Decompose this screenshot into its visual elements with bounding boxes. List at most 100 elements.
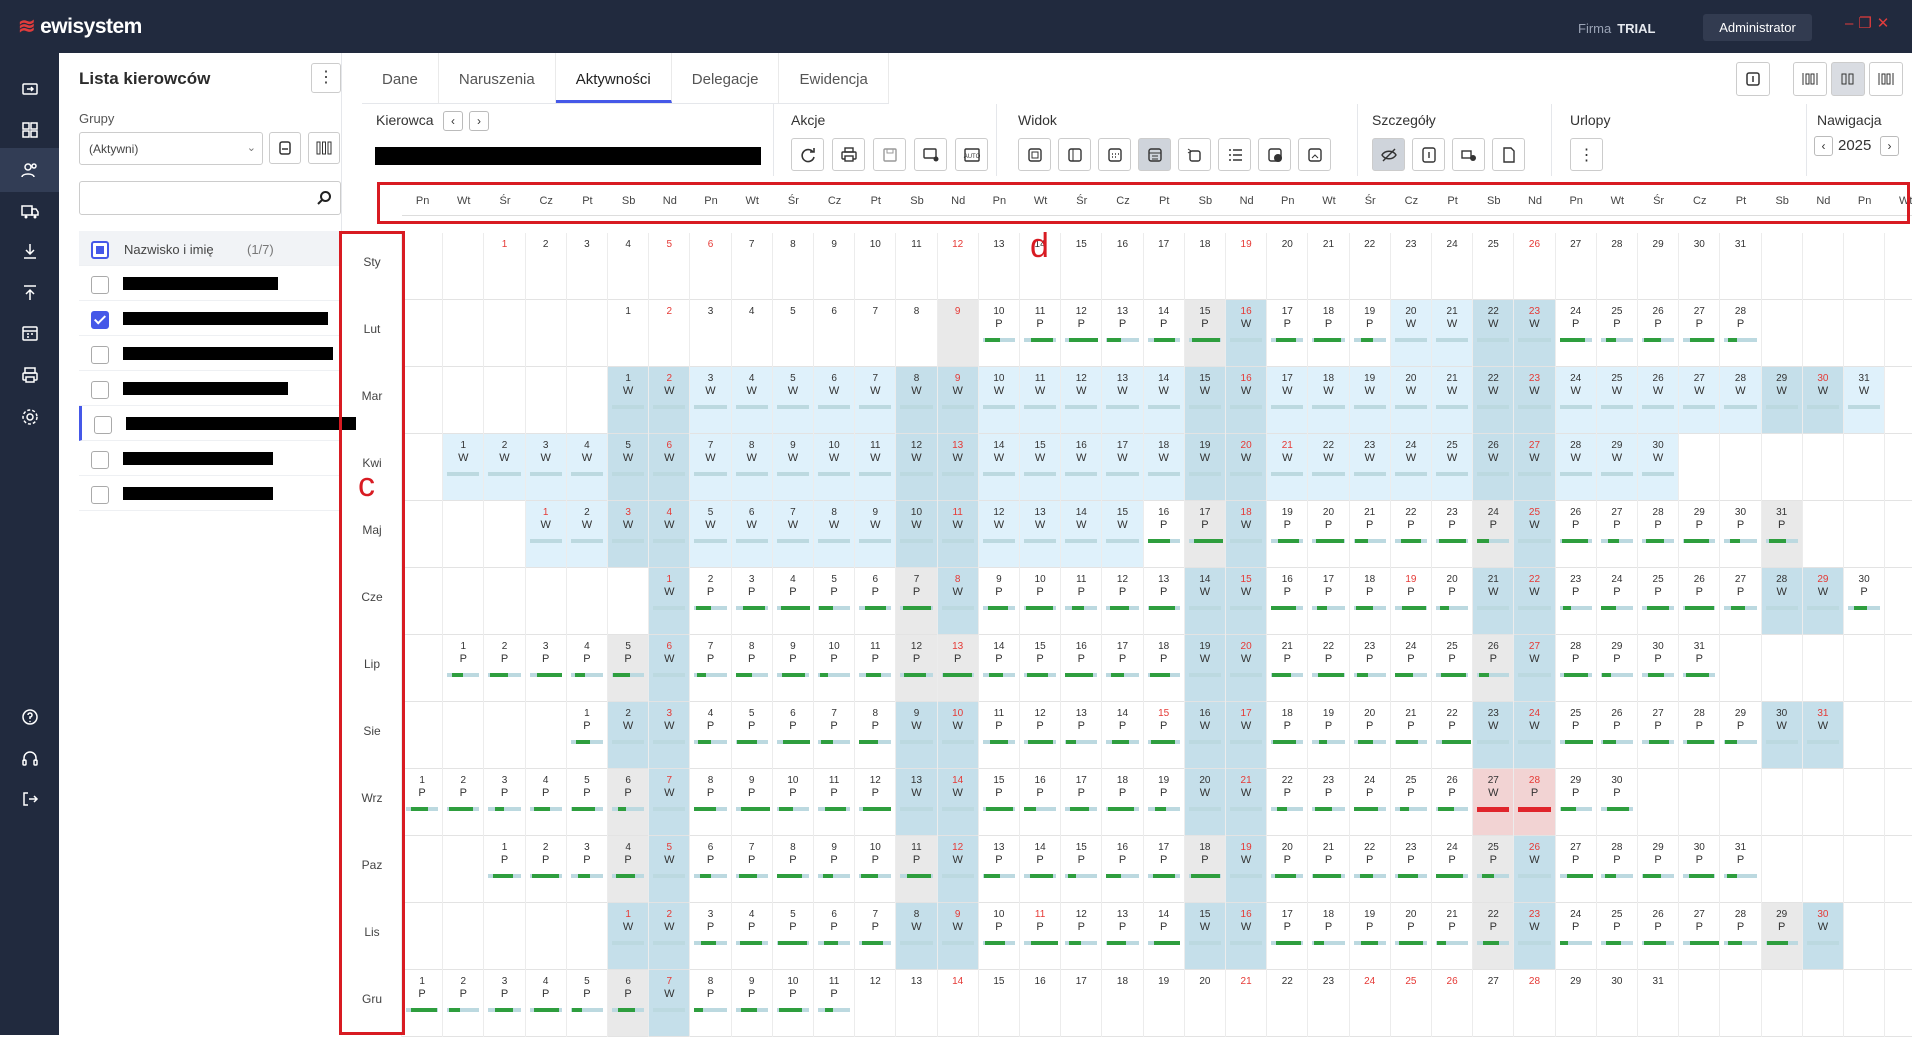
day-cell[interactable]: 27 P [1638, 702, 1679, 768]
day-cell[interactable]: 24 P [1473, 501, 1514, 567]
group-filter-button[interactable] [269, 132, 301, 164]
day-cell[interactable]: 24 W [1514, 702, 1555, 768]
day-cell[interactable]: 22 W [1473, 300, 1514, 366]
day-cell[interactable]: 6 [690, 233, 731, 299]
action-button[interactable] [791, 138, 824, 171]
day-cell[interactable]: 25 P [1555, 702, 1596, 768]
day-cell[interactable]: 1 [484, 233, 525, 299]
tab-delegacje[interactable]: Delegacje [672, 53, 780, 103]
day-cell[interactable]: 17 P [1184, 501, 1225, 567]
day-cell[interactable]: 28 P [1514, 769, 1555, 835]
day-cell[interactable]: 14 P [978, 635, 1019, 701]
day-cell[interactable]: 10 W [937, 702, 978, 768]
day-cell[interactable]: 11 P [1061, 568, 1102, 634]
day-cell[interactable]: 26 W [1514, 836, 1555, 902]
day-cell[interactable]: 14 P [1020, 836, 1061, 902]
day-cell[interactable]: 21 [1308, 233, 1349, 299]
day-cell[interactable]: 25 W [1432, 434, 1473, 500]
nav-drivers[interactable] [0, 148, 59, 192]
view-chart-button[interactable] [1258, 138, 1291, 171]
day-cell[interactable]: 16 W [1226, 903, 1267, 969]
day-cell[interactable]: 30 P [1596, 769, 1637, 835]
day-cell[interactable]: 30 P [1844, 568, 1885, 634]
day-cell[interactable]: 4 [608, 233, 649, 299]
view-list-button[interactable] [1218, 138, 1251, 171]
day-cell[interactable]: 15 P [1020, 635, 1061, 701]
window-controls[interactable]: –❐✕ [1845, 15, 1895, 32]
day-cell[interactable]: 10 P [978, 300, 1019, 366]
day-cell[interactable]: 29 P [1555, 769, 1596, 835]
day-cell[interactable]: 24 P [1596, 568, 1637, 634]
next-year-button[interactable]: › [1880, 136, 1899, 156]
nav-help[interactable] [0, 695, 59, 739]
driver-checkbox[interactable] [91, 486, 109, 504]
day-cell[interactable]: 24 W [1390, 434, 1431, 500]
day-cell[interactable]: 25 [1390, 970, 1431, 1036]
driver-checkbox[interactable] [91, 311, 109, 329]
day-cell[interactable]: 10 P [855, 836, 896, 902]
nav-print[interactable] [0, 353, 59, 397]
day-cell[interactable]: 15 W [1020, 434, 1061, 500]
view-week-button[interactable] [1058, 138, 1091, 171]
day-cell[interactable]: 23 W [1514, 903, 1555, 969]
day-cell[interactable]: 18 W [1226, 501, 1267, 567]
day-cell[interactable]: 17 W [1267, 367, 1308, 433]
day-cell[interactable]: 10 W [978, 367, 1019, 433]
day-cell[interactable]: 11 P [814, 970, 855, 1036]
day-cell[interactable]: 13 W [937, 434, 978, 500]
day-cell[interactable]: 22 W [1308, 434, 1349, 500]
tab-aktywnoci[interactable]: Aktywności [555, 53, 672, 103]
day-cell[interactable]: 13 P [1061, 702, 1102, 768]
day-cell[interactable]: 17 P [1143, 836, 1184, 902]
day-cell[interactable]: 17 P [1102, 635, 1143, 701]
day-cell[interactable]: 11 P [1020, 300, 1061, 366]
day-cell[interactable]: 15 [978, 970, 1019, 1036]
search-input[interactable] [88, 183, 308, 213]
day-cell[interactable]: 21 [1226, 970, 1267, 1036]
day-cell[interactable]: 19 [1143, 970, 1184, 1036]
day-cell[interactable]: 10 [855, 233, 896, 299]
day-cell[interactable]: 24 [1349, 970, 1390, 1036]
day-cell[interactable]: 17 P [1267, 903, 1308, 969]
day-cell[interactable]: 13 W [896, 769, 937, 835]
view-export-button[interactable] [1298, 138, 1331, 171]
day-cell[interactable]: 10 P [978, 903, 1019, 969]
day-cell[interactable]: 15 W [1184, 903, 1225, 969]
columns-button[interactable] [308, 132, 340, 164]
day-cell[interactable]: 7 [731, 233, 772, 299]
day-cell[interactable]: 1 [608, 300, 649, 366]
day-cell[interactable]: 14 W [1143, 367, 1184, 433]
day-cell[interactable]: 20 P [1349, 702, 1390, 768]
day-cell[interactable]: 20 W [1226, 434, 1267, 500]
nav-calendar[interactable] [0, 311, 59, 355]
day-cell[interactable]: 13 [978, 233, 1019, 299]
day-cell[interactable]: 24 P [1432, 836, 1473, 902]
search-field[interactable] [79, 181, 341, 215]
day-cell[interactable]: 29 P [1596, 635, 1637, 701]
